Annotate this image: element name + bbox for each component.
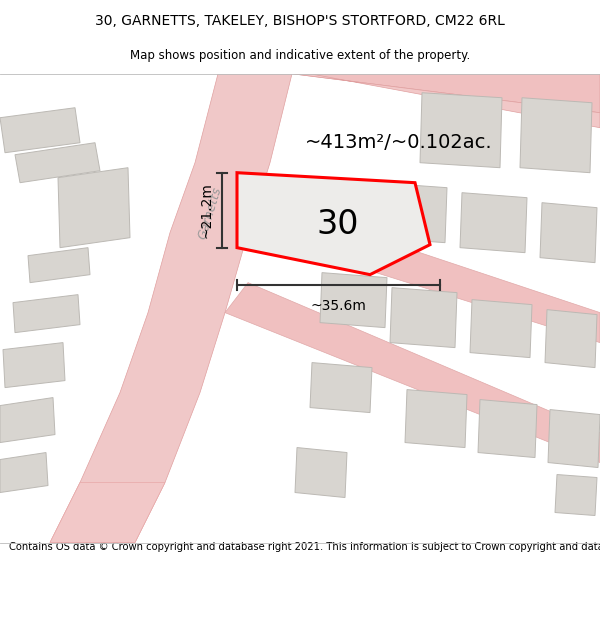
Text: 30, GARNETTS, TAKELEY, BISHOP'S STORTFORD, CM22 6RL: 30, GARNETTS, TAKELEY, BISHOP'S STORTFOR… [95, 14, 505, 28]
Polygon shape [0, 452, 48, 493]
Polygon shape [540, 202, 597, 262]
Text: 30: 30 [317, 208, 359, 241]
Text: Garnetts: Garnetts [196, 185, 224, 241]
Polygon shape [248, 202, 600, 342]
Text: ~413m²/~0.102ac.: ~413m²/~0.102ac. [305, 133, 493, 152]
Polygon shape [292, 74, 600, 112]
Polygon shape [478, 399, 537, 458]
Polygon shape [237, 173, 430, 274]
Text: ~21.2m: ~21.2m [200, 182, 214, 238]
Text: Map shows position and indicative extent of the property.: Map shows position and indicative extent… [130, 49, 470, 62]
Polygon shape [460, 192, 527, 253]
Polygon shape [50, 74, 292, 542]
Polygon shape [390, 288, 457, 348]
Polygon shape [420, 92, 502, 168]
Polygon shape [13, 294, 80, 333]
Polygon shape [0, 398, 55, 442]
Polygon shape [545, 309, 597, 368]
Polygon shape [50, 482, 165, 542]
Polygon shape [520, 98, 592, 172]
Polygon shape [292, 74, 600, 128]
Polygon shape [310, 362, 372, 413]
Text: ~35.6m: ~35.6m [311, 299, 367, 312]
Polygon shape [0, 107, 80, 152]
Polygon shape [548, 409, 600, 468]
Polygon shape [225, 282, 600, 462]
Polygon shape [470, 299, 532, 358]
Polygon shape [375, 182, 447, 243]
Polygon shape [320, 272, 387, 328]
Polygon shape [58, 168, 130, 248]
Polygon shape [3, 342, 65, 388]
Text: Contains OS data © Crown copyright and database right 2021. This information is : Contains OS data © Crown copyright and d… [9, 542, 600, 552]
Polygon shape [555, 474, 597, 516]
Polygon shape [295, 448, 347, 498]
Polygon shape [405, 389, 467, 448]
Polygon shape [28, 248, 90, 282]
Polygon shape [15, 142, 100, 182]
